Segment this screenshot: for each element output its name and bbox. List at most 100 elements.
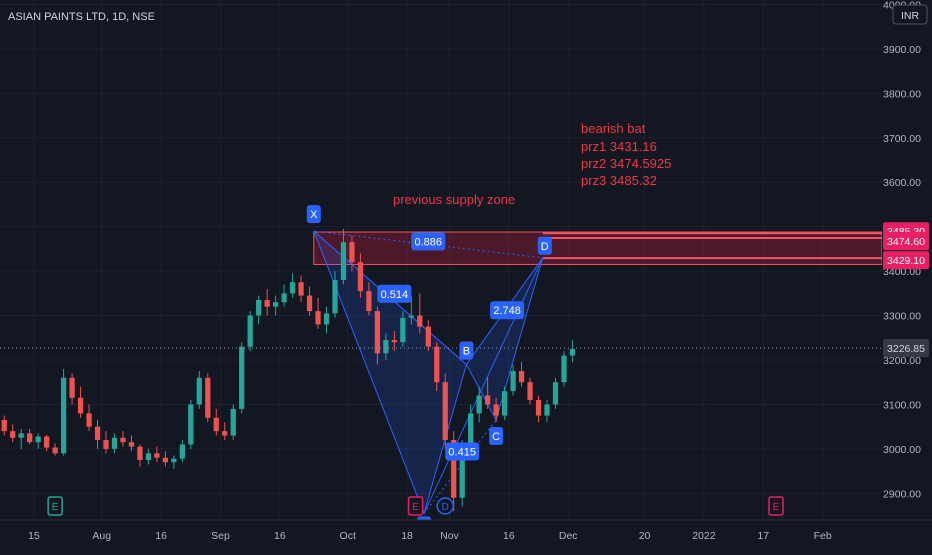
grid	[0, 0, 882, 520]
candle	[323, 306, 330, 334]
candle-body	[400, 317, 406, 343]
candle	[340, 228, 347, 285]
candle	[188, 400, 194, 449]
ratio-label-text: 0.415	[448, 447, 476, 459]
candle-body	[188, 404, 194, 445]
candle-body	[468, 413, 474, 445]
candle	[145, 448, 152, 465]
candle-body	[213, 417, 219, 432]
candle-body	[340, 242, 347, 280]
candle	[569, 340, 576, 363]
bat-prz1: prz1 3431.16	[581, 139, 657, 154]
y-tick-label: 3000.00	[883, 444, 921, 456]
current-price-bg	[883, 339, 929, 358]
earnings-marker-box	[768, 496, 784, 516]
current-price-tag: 3226.85	[883, 339, 929, 358]
candle	[44, 434, 50, 452]
candle	[417, 293, 423, 334]
candle	[264, 288, 270, 316]
candle-body	[552, 382, 559, 405]
pattern-point-d: D	[537, 236, 552, 255]
candle	[162, 451, 169, 467]
candle	[400, 311, 406, 347]
candle-body	[442, 382, 448, 440]
event-marker-letter: E	[52, 502, 59, 513]
ratio-label-bg	[377, 284, 412, 303]
currency-badge[interactable]: INR	[892, 4, 928, 25]
candle-body	[544, 404, 550, 416]
pattern-ratios: 0.886 0.514 2.748 0.415	[377, 232, 525, 461]
annotation-bat: bearish bat prz1 3431.16 prz2 3474.5925 …	[581, 121, 671, 188]
candle	[332, 271, 338, 318]
candle	[535, 395, 542, 423]
x-tick-label: 17	[757, 530, 769, 542]
candle-body	[298, 282, 304, 296]
x-tick-label: Nov	[440, 530, 459, 542]
candle-body	[256, 300, 262, 316]
candle-body	[535, 400, 542, 416]
current-price-label: 3226.85	[887, 343, 925, 355]
price-axis[interactable]: 2900.003000.003100.003200.003300.003400.…	[882, 0, 932, 520]
y-tick-label: 2900.00	[883, 488, 921, 500]
candle-body	[27, 433, 33, 443]
candle-body	[69, 377, 75, 398]
pattern-point-label: D	[541, 241, 549, 253]
candle-body	[111, 437, 118, 449]
event-marker: E	[768, 496, 784, 516]
candle	[213, 408, 219, 436]
candle	[52, 443, 58, 456]
candle-body	[35, 436, 41, 443]
candle-body	[425, 326, 431, 347]
pattern-point-label: C	[492, 431, 500, 443]
pattern-point-label: B	[463, 345, 470, 357]
candle-body	[281, 293, 287, 303]
bat-title: bearish bat	[581, 121, 646, 136]
candle	[349, 235, 355, 272]
candle	[256, 295, 262, 325]
candle	[485, 377, 491, 409]
pattern-point-bg	[306, 205, 321, 224]
candle	[60, 368, 67, 456]
x-tick-label: 18	[401, 530, 413, 542]
candle	[366, 282, 372, 316]
y-tick-label: 3300.00	[883, 311, 921, 323]
dividend-marker-circle	[436, 497, 454, 515]
candle	[544, 400, 550, 423]
candle-body	[306, 295, 313, 312]
currency-label: INR	[901, 10, 920, 22]
time-axis[interactable]: 15 Aug 16 Sep 16 Oct 18 Nov 16 Dec 20 2022 17 Feb	[0, 519, 932, 550]
candle-body	[417, 315, 423, 327]
ratio-label-bg	[445, 442, 480, 461]
candle	[77, 386, 84, 418]
candle-body	[383, 340, 389, 354]
candle-body	[501, 391, 508, 416]
candle-body	[349, 242, 355, 263]
price-tag-bg	[883, 251, 929, 270]
ratio-label: 2.748	[490, 301, 525, 320]
pattern-point-bg	[489, 427, 504, 445]
candle-body	[10, 431, 16, 438]
candle	[103, 431, 109, 454]
candle	[518, 362, 525, 387]
ratio-label-bg	[411, 232, 446, 251]
earnings-marker-box	[47, 496, 63, 516]
candle	[425, 320, 431, 352]
candle-body	[569, 348, 576, 356]
candle	[18, 428, 24, 449]
x-tick-label: 15	[28, 530, 40, 542]
candle-body	[239, 346, 245, 409]
candle	[552, 377, 559, 409]
y-tick-label: 3900.00	[883, 44, 921, 56]
earnings-marker-box	[407, 496, 424, 516]
candle	[1, 415, 7, 436]
candle-body	[434, 346, 440, 383]
event-marker-letter: E	[773, 502, 780, 513]
y-tick-label: 3200.00	[883, 355, 921, 367]
pattern-point-bg	[537, 236, 552, 255]
x-tick-label: Sep	[211, 530, 230, 542]
candle-body	[162, 457, 169, 463]
event-marker: E	[407, 496, 424, 516]
event-marker-letter: E	[412, 502, 419, 513]
candle-body	[154, 453, 160, 458]
